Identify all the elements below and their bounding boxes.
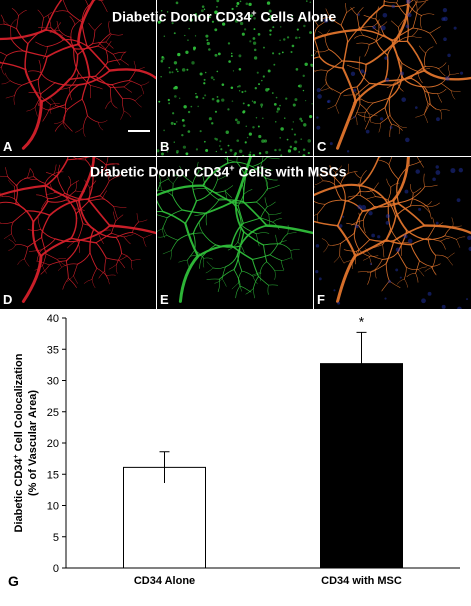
y-tick-label: 30 [47, 376, 59, 388]
y-tick-label: 25 [47, 407, 59, 419]
vessel-image-a [0, 0, 156, 150]
scale-bar [128, 130, 150, 132]
panel-b: B [157, 0, 313, 156]
panel-label-c: C [317, 139, 327, 154]
panel-label-d: D [3, 292, 13, 307]
panel-e: E [157, 157, 313, 309]
vessel-branches [314, 157, 471, 309]
row2-title-text: Diabetic Donor CD34 [90, 163, 230, 180]
significance-marker: * [359, 313, 365, 329]
vessel-image-b [157, 0, 313, 156]
panel-a: A [0, 0, 156, 156]
panel-label-f: F [317, 292, 325, 307]
vessel-branches [157, 157, 313, 303]
y-tick-label: 15 [47, 469, 59, 481]
bar-chart-svg: 0 5 10 15 20 25 30 35 40 Diabetic CD34+ Cell Colo… [8, 313, 460, 589]
row2-title-post: Cells with MSCs [234, 163, 347, 180]
vessel-branches [0, 157, 156, 303]
bar [320, 363, 403, 569]
panel-label-a: A [3, 139, 13, 154]
bar [123, 466, 206, 569]
row2-title-sup: + [229, 163, 235, 173]
vessel-image-e [157, 157, 313, 303]
y-tick-label: 40 [47, 313, 59, 325]
y-tick-label: 35 [47, 344, 59, 356]
row1-title-post: Cells Alone [256, 8, 337, 25]
y-axis-label: Diabetic CD34+ Cell Colocalization [13, 353, 25, 532]
row1-title: Diabetic Donor CD34+ Cells Alone [112, 8, 336, 25]
bar-chart: 0 5 10 15 20 25 30 35 40 Diabetic CD34+ Cell Colo… [0, 312, 471, 601]
vessel-branches [157, 0, 313, 156]
y-tick-label: 20 [47, 438, 59, 450]
category-label: CD34 with MSC [321, 575, 402, 587]
vessel-image-c [314, 0, 471, 153]
row1-title-text: Diabetic Donor CD34 [112, 8, 252, 25]
vessel-image-d [0, 157, 156, 303]
panel-label-b: B [160, 139, 170, 154]
panel-label-g: G [8, 573, 19, 589]
y-tick-label: 10 [47, 501, 59, 513]
panel-label-e: E [160, 292, 169, 307]
panel-f: F [314, 157, 471, 309]
y-axis-label-line2: (% of Vascular Area) [27, 390, 39, 496]
row2-title: Diabetic Donor CD34+ Cells with MSCs [90, 163, 347, 180]
panel-c: C [314, 0, 471, 156]
category-label: CD34 Alone [134, 575, 195, 587]
vessel-image-f [314, 157, 471, 309]
y-tick-label: 5 [53, 532, 59, 544]
vessel-branches [0, 0, 156, 150]
row1-title-sup: + [251, 8, 257, 18]
vessel-branches [314, 0, 471, 153]
panel-d: D [0, 157, 156, 309]
y-tick-label: 0 [53, 563, 59, 575]
